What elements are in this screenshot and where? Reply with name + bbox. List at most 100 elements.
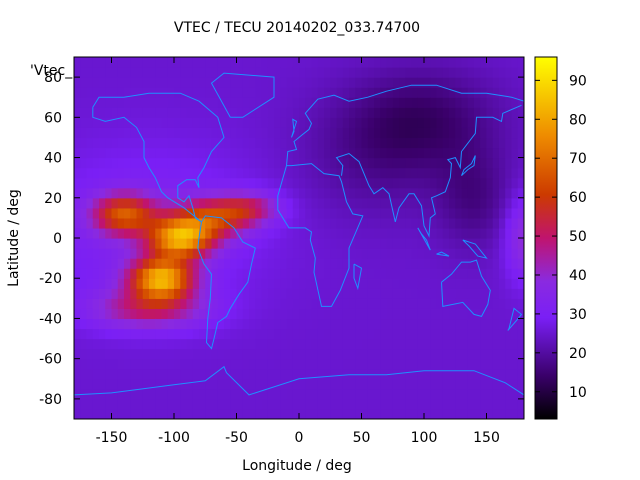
heatmap-cell [374, 398, 381, 410]
heatmap-cell [92, 57, 100, 68]
heatmap-cell [355, 348, 363, 360]
heatmap-cell [274, 388, 281, 400]
heatmap-cell [417, 368, 425, 380]
heatmap-cell [324, 268, 331, 279]
heatmap-cell [405, 358, 413, 370]
heatmap-cell [192, 348, 200, 360]
heatmap-cell [374, 107, 381, 118]
heatmap-cell [167, 187, 175, 199]
heatmap-cell [111, 298, 119, 309]
heatmap-cell [492, 358, 500, 370]
heatmap-cell [92, 348, 100, 360]
heatmap-cell [174, 167, 181, 179]
heatmap-cell [474, 97, 481, 108]
heatmap-cell [274, 258, 281, 269]
heatmap-cell [261, 77, 269, 88]
heatmap-cell [367, 127, 375, 139]
heatmap-cell [486, 278, 494, 289]
heatmap-cell [511, 157, 519, 169]
heatmap-cell [180, 217, 188, 229]
heatmap-cell [424, 87, 431, 98]
heatmap-cell [255, 227, 263, 239]
heatmap-cell [367, 187, 375, 199]
heatmap-cell [267, 187, 275, 199]
heatmap-cell [499, 278, 506, 289]
heatmap-cell [511, 258, 519, 269]
heatmap-cell [99, 298, 106, 309]
heatmap-cell [467, 258, 475, 269]
heatmap-cell [430, 187, 438, 199]
heatmap-cell [392, 268, 400, 279]
heatmap-cell [280, 338, 288, 350]
heatmap-cell [74, 157, 81, 169]
heatmap-cell [449, 177, 456, 189]
heatmap-cell [205, 298, 213, 309]
colorbar-tick-label: 90 [569, 73, 587, 89]
heatmap-cell [86, 87, 94, 98]
heatmap-cell [286, 258, 294, 269]
heatmap-cell [380, 278, 388, 289]
heatmap-cell [367, 248, 375, 259]
heatmap-cell [155, 167, 163, 179]
heatmap-cell [192, 107, 200, 118]
heatmap-cell [436, 258, 444, 269]
heatmap-cell [499, 197, 506, 209]
heatmap-cell [436, 217, 444, 229]
heatmap-cell [217, 107, 225, 118]
heatmap-cell [180, 378, 188, 390]
heatmap-cell [436, 318, 444, 330]
heatmap-cell [461, 187, 469, 199]
heatmap-cell [349, 117, 356, 128]
heatmap-cell [511, 308, 519, 320]
heatmap-cell [274, 328, 281, 340]
heatmap-cell [199, 288, 206, 299]
heatmap-cell [105, 278, 113, 289]
heatmap-cell [411, 147, 419, 159]
heatmap-cell [155, 318, 163, 330]
heatmap-cell [330, 87, 338, 98]
heatmap-cell [249, 308, 256, 320]
heatmap-cell [449, 348, 456, 360]
heatmap-cell [242, 288, 250, 299]
heatmap-cell [342, 117, 350, 128]
heatmap-cell [467, 358, 475, 370]
heatmap-cell [255, 328, 263, 340]
heatmap-cell [130, 248, 138, 259]
heatmap-cell [436, 167, 444, 179]
heatmap-cell [467, 238, 475, 249]
heatmap-cell [105, 187, 113, 199]
heatmap-cell [142, 238, 150, 249]
heatmap-cell [436, 127, 444, 139]
heatmap-cell [86, 378, 94, 390]
heatmap-cell [249, 408, 256, 419]
heatmap-cell [305, 167, 313, 179]
heatmap-cell [467, 217, 475, 229]
heatmap-cell [280, 348, 288, 360]
heatmap-cell [99, 157, 106, 169]
colorbar [534, 56, 558, 420]
heatmap-cell [311, 177, 319, 189]
colorbar-tick-label: 20 [569, 346, 587, 362]
heatmap-cell [99, 388, 106, 400]
heatmap-cell [461, 288, 469, 299]
heatmap-cell [230, 408, 238, 419]
heatmap-cell [486, 147, 494, 159]
heatmap-cell [199, 107, 206, 118]
heatmap-cell [155, 348, 163, 360]
heatmap-cell [211, 197, 219, 209]
heatmap-cell [480, 167, 488, 179]
heatmap-cell [186, 238, 194, 249]
heatmap-cell [224, 328, 231, 340]
heatmap-cell [386, 268, 394, 279]
heatmap-cell [461, 57, 469, 68]
heatmap-cell [367, 137, 375, 149]
heatmap-cell [324, 137, 331, 149]
heatmap-cell [424, 157, 431, 169]
heatmap-cell [105, 227, 113, 239]
heatmap-cell [361, 358, 369, 370]
heatmap-cell [355, 388, 363, 400]
heatmap-cell [305, 177, 313, 189]
heatmap-cell [86, 348, 94, 360]
heatmap-cell [317, 238, 325, 249]
